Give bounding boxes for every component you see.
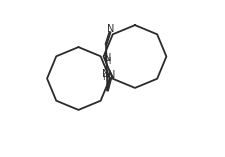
Text: N: N — [101, 69, 109, 79]
Text: H: H — [102, 73, 108, 82]
Text: N: N — [107, 24, 114, 34]
Text: N: N — [104, 53, 111, 63]
Text: N: N — [107, 70, 115, 80]
Text: H: H — [104, 57, 110, 66]
